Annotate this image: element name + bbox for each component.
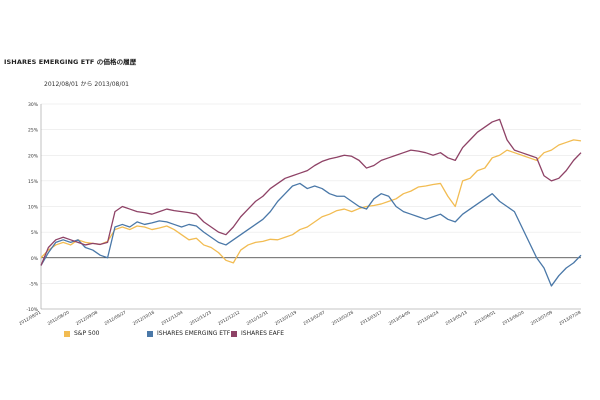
x-tick-label: 2012/11/23 <box>189 309 213 326</box>
y-tick-label: 0% <box>31 256 39 262</box>
x-tick-label: 2013/07/09 <box>530 309 554 326</box>
y-tick-label: 25% <box>28 128 39 134</box>
legend-label-emerging: ISHARES EMERGING ETF <box>157 330 231 337</box>
legend-item-sp500: S&P 500 <box>64 330 99 337</box>
chart-legend: S&P 500 ISHARES EMERGING ETF ISHARES EAF… <box>0 330 600 342</box>
y-tick-label: -5% <box>29 281 38 287</box>
y-tick-label: 10% <box>28 205 39 211</box>
legend-label-sp500: S&P 500 <box>74 330 100 337</box>
date-range-label: 2012/08/01 から 2013/08/01 <box>44 81 129 88</box>
x-tick-label: 2012/09/08 <box>75 309 99 326</box>
y-tick-label: 15% <box>28 179 39 185</box>
x-tick-label: 2012/11/04 <box>160 309 184 326</box>
x-tick-label: 2012/12/12 <box>217 309 241 326</box>
legend-item-eafe: ISHARES EAFE <box>231 330 284 337</box>
legend-swatch-sp500 <box>64 330 70 337</box>
x-tick-label: 2013/07/28 <box>558 309 582 326</box>
legend-swatch-eafe <box>231 330 237 337</box>
x-tick-label: 2013/03/17 <box>359 309 383 326</box>
chart-title: ISHARES EMERGING ETF の価格の履歴 <box>4 58 137 66</box>
x-tick-label: 2013/02/26 <box>331 309 355 326</box>
x-tick-label: 2013/06/01 <box>473 309 497 326</box>
x-tick-label: 2012/08/20 <box>47 309 71 326</box>
x-tick-label: 2013/02/07 <box>302 309 326 326</box>
series-line-emerging <box>40 182 582 287</box>
y-tick-label: 30% <box>28 102 39 108</box>
y-tick-label: 5% <box>31 230 39 236</box>
legend-item-emerging: ISHARES EMERGING ETF <box>147 330 230 337</box>
x-tick-label: 2013/04/05 <box>388 309 412 326</box>
y-tick-label: 20% <box>28 153 39 159</box>
x-tick-label: 2013/05/13 <box>444 309 468 326</box>
series-line-eafe <box>40 118 582 266</box>
series-line-sp500 <box>40 139 582 264</box>
legend-label-eafe: ISHARES EAFE <box>241 330 285 337</box>
x-tick-label: 2013/04/24 <box>416 309 440 326</box>
x-tick-label: 2013/01/19 <box>274 309 298 326</box>
x-tick-label: 2012/12/31 <box>245 309 269 326</box>
y-tick-label: -10% <box>26 307 38 313</box>
x-tick-label: 2012/09/27 <box>103 309 127 326</box>
legend-swatch-emerging <box>147 330 153 337</box>
x-tick-label: 2012/10/16 <box>132 309 156 326</box>
x-tick-label: 2013/06/20 <box>501 309 525 326</box>
